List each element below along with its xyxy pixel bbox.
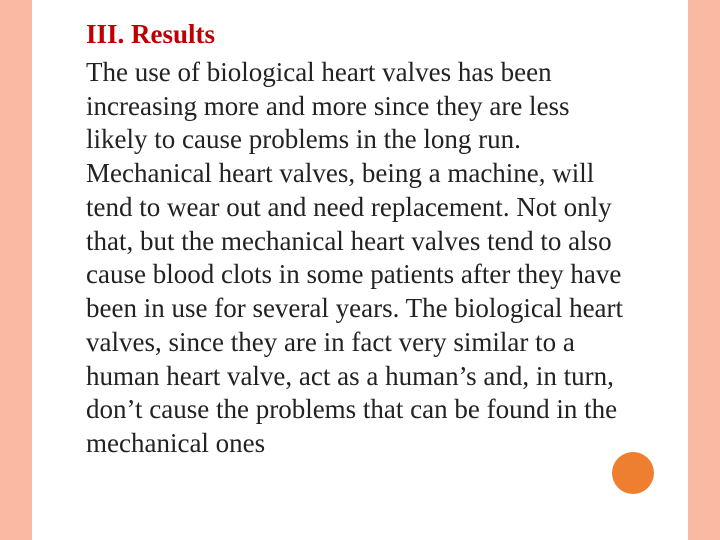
accent-circle-icon: [612, 452, 654, 494]
left-border-outer: [0, 0, 32, 540]
section-heading: III. Results: [86, 18, 636, 52]
left-border-gap: [32, 0, 40, 540]
right-border-outer: [688, 0, 720, 540]
right-border-gap: [680, 0, 688, 540]
body-paragraph: The use of biological heart valves has b…: [86, 56, 636, 461]
slide: III. Results The use of biological heart…: [0, 0, 720, 540]
content-area: III. Results The use of biological heart…: [86, 18, 636, 461]
